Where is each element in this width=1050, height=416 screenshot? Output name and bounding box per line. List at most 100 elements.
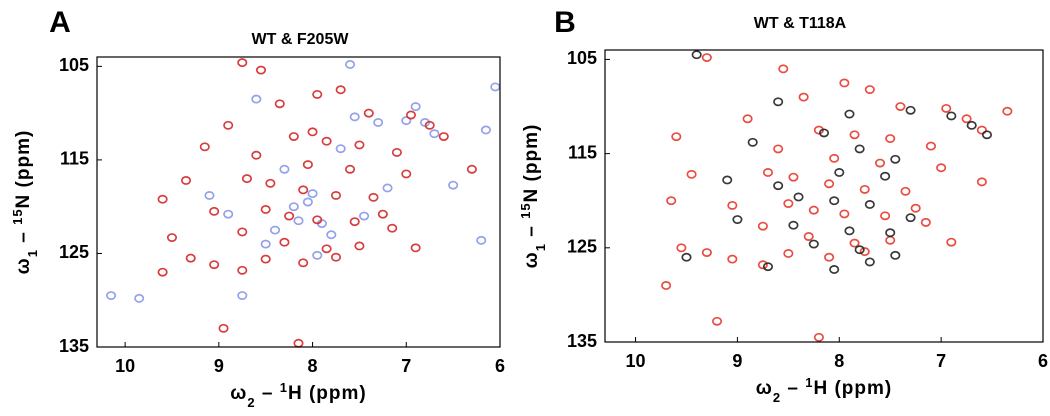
peak	[788, 220, 799, 230]
peak	[981, 130, 993, 140]
peak	[976, 125, 987, 135]
peak	[880, 211, 891, 221]
label-part: 15	[10, 208, 25, 224]
x-tick-label: 6	[495, 356, 505, 376]
peak	[265, 178, 276, 188]
peak	[829, 265, 840, 274]
peak	[874, 158, 886, 168]
peak	[788, 172, 799, 182]
peak	[251, 150, 262, 160]
peak	[890, 250, 901, 260]
peak	[762, 168, 774, 177]
chart-title: WT & F205W	[252, 31, 350, 48]
peak	[691, 50, 702, 60]
axis-label: ω2 – 1H (ppm)	[756, 375, 892, 405]
peak	[363, 108, 374, 118]
peak	[885, 228, 896, 238]
peak	[773, 181, 784, 191]
peak	[910, 203, 921, 213]
peak	[813, 332, 824, 342]
peak	[288, 132, 299, 141]
peak	[925, 141, 937, 151]
peak	[808, 239, 819, 249]
label-part: 2	[247, 395, 255, 410]
peak	[106, 291, 117, 300]
peak	[298, 185, 309, 195]
peak	[180, 176, 192, 185]
peak	[373, 118, 384, 127]
peak	[671, 132, 682, 142]
peak	[676, 243, 687, 253]
peak	[218, 323, 229, 333]
peak	[157, 267, 168, 277]
peak	[354, 140, 365, 150]
y-tick-label: 115	[60, 149, 89, 169]
peak	[405, 110, 417, 120]
peak	[890, 154, 901, 164]
peak	[946, 111, 957, 121]
peak	[279, 237, 290, 247]
peak	[757, 221, 768, 231]
peak	[727, 254, 738, 264]
x-tick-label: 9	[732, 351, 742, 371]
peak	[279, 164, 290, 174]
peak	[302, 160, 313, 170]
peak	[237, 291, 248, 300]
peak	[302, 197, 313, 207]
peak	[476, 235, 487, 245]
peak	[762, 262, 774, 272]
peak	[410, 102, 421, 112]
axis-label: ω1 – 15N (ppm)	[10, 130, 40, 275]
label-part: –	[13, 225, 34, 249]
peak	[854, 245, 865, 255]
peak	[844, 226, 855, 236]
peak	[368, 192, 379, 202]
peak	[241, 174, 253, 184]
peak	[344, 164, 356, 174]
x-tick-label: 10	[626, 351, 646, 371]
peak	[401, 169, 412, 179]
peak	[255, 65, 267, 75]
peak	[307, 127, 318, 137]
peak	[377, 209, 388, 219]
peak	[793, 192, 804, 202]
peak	[895, 102, 906, 111]
peak	[757, 260, 768, 270]
peak	[732, 215, 743, 224]
peak	[661, 281, 672, 290]
peak	[905, 105, 916, 115]
x-tick-label: 7	[936, 351, 946, 371]
peak	[429, 129, 440, 139]
peak	[686, 169, 697, 179]
label-part: 1	[25, 249, 40, 257]
peak	[312, 250, 323, 260]
peak	[773, 144, 784, 154]
peak	[293, 338, 304, 348]
y-tick-label: 125	[59, 242, 89, 262]
peak	[701, 53, 712, 62]
y-tick-label: 115	[568, 142, 597, 162]
peak	[251, 94, 262, 104]
peak	[237, 227, 248, 237]
peak	[260, 205, 271, 214]
peak	[490, 82, 501, 92]
peak	[941, 103, 952, 113]
peak	[773, 97, 784, 107]
peak	[293, 216, 304, 226]
peak	[237, 265, 248, 275]
y-tick-label: 135	[59, 336, 89, 356]
peak	[284, 211, 295, 221]
peak	[936, 163, 947, 173]
peak	[864, 257, 875, 267]
y-tick-label: 105	[59, 55, 89, 75]
peak	[312, 215, 323, 225]
peak	[480, 125, 491, 135]
plot-frame	[96, 56, 501, 348]
peak	[330, 191, 342, 200]
peak	[223, 209, 234, 219]
label-part: 1	[280, 380, 288, 395]
peak	[387, 223, 398, 233]
peak	[783, 199, 794, 208]
peak	[166, 233, 178, 242]
peak	[905, 213, 916, 223]
